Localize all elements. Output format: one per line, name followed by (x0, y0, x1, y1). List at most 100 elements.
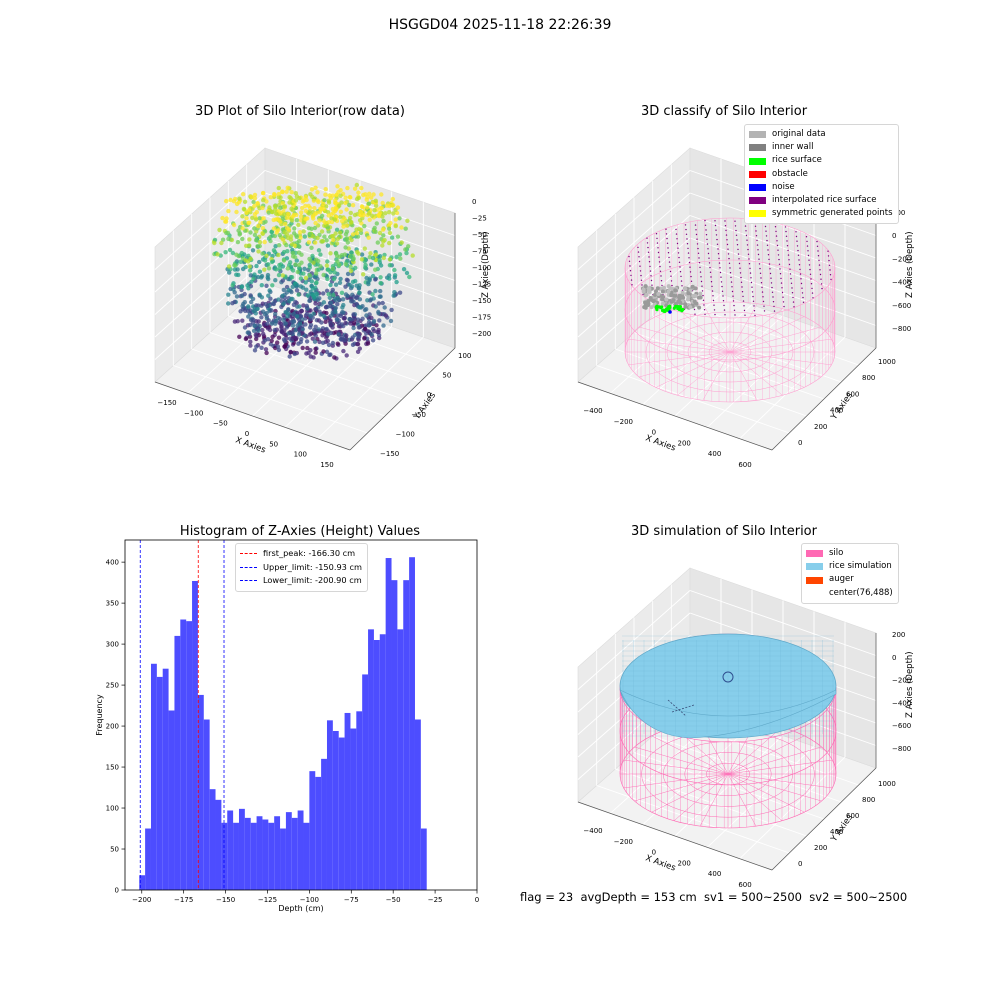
interp-point (665, 233, 668, 235)
raw-point (328, 269, 333, 275)
raw-point (290, 323, 296, 328)
simulation-3d-plot: −400−2000200400600020040060080010002000−… (577, 567, 915, 889)
interp-point (742, 300, 745, 302)
legend-swatch (749, 157, 766, 165)
interp-point (628, 255, 630, 258)
raw-point (353, 265, 358, 271)
raw-point (235, 239, 241, 245)
raw-point (350, 203, 356, 208)
raw-point (246, 304, 251, 309)
original-point (646, 301, 651, 306)
raw-point (318, 252, 323, 257)
raw-point (296, 239, 302, 244)
raw-point (237, 334, 242, 339)
interp-point (812, 297, 814, 299)
interp-point (704, 313, 706, 316)
interp-point (687, 247, 689, 250)
rice-surface-point (655, 308, 659, 312)
raw-point (330, 287, 335, 293)
interp-point (677, 247, 679, 249)
interp-point (770, 277, 772, 279)
classify-legend-item: rice surface (749, 154, 893, 167)
y-tick-label: 600 (846, 390, 859, 398)
raw-point (382, 237, 387, 243)
raw-point (321, 291, 326, 296)
y-tick-label: 200 (106, 723, 119, 731)
raw-point (340, 309, 345, 315)
raw-point (235, 267, 240, 272)
raw-point (240, 303, 245, 309)
z-tick-label: −600 (892, 302, 911, 310)
raw-point (275, 344, 281, 349)
interp-point (631, 284, 633, 286)
raw-point (291, 319, 296, 324)
legend-swatch (749, 170, 766, 178)
raw-point (312, 327, 317, 333)
raw-point (319, 320, 324, 325)
raw-point (259, 345, 264, 350)
raw-point (273, 311, 278, 317)
interp-point (754, 225, 757, 227)
interp-point (763, 310, 766, 312)
raw-point (343, 262, 348, 267)
interp-point (709, 271, 712, 273)
raw-point (277, 243, 282, 248)
raw-point (300, 330, 305, 335)
interp-point (777, 249, 779, 251)
interp-point (707, 248, 709, 250)
z-tick-label: −125 (472, 281, 491, 289)
figure-title: HSGGD04 2025-11-18 22:26:39 (388, 17, 612, 33)
interp-point (680, 275, 682, 278)
interp-point (827, 255, 830, 257)
raw-point (313, 306, 319, 312)
raw-point (264, 253, 269, 258)
raw-point (311, 311, 316, 316)
raw-point (266, 293, 271, 298)
raw-point (282, 230, 288, 235)
y-tick-label: 250 (106, 682, 119, 690)
original-point (664, 297, 669, 302)
interp-point (769, 268, 771, 270)
histogram-bar (215, 799, 222, 890)
raw-point (398, 256, 403, 261)
rice-surface-point (660, 308, 665, 313)
raw-point (355, 317, 361, 322)
raw-point (390, 196, 395, 202)
interp-point (705, 229, 707, 231)
interp-point (650, 279, 653, 282)
raw-point (281, 287, 286, 293)
raw-point (266, 210, 271, 215)
interp-point (675, 233, 678, 235)
raw-point (369, 262, 374, 267)
interp-point (755, 235, 758, 237)
interp-point (716, 243, 719, 245)
interp-point (753, 305, 755, 307)
interp-point (696, 243, 699, 245)
raw-point (327, 352, 332, 358)
interp-point (646, 242, 649, 244)
interp-point (701, 290, 704, 292)
raw-point (255, 201, 260, 206)
raw-point (285, 185, 290, 190)
interp-point (650, 275, 652, 277)
raw-point (328, 304, 333, 309)
raw-point (307, 273, 312, 278)
interp-point (736, 239, 738, 241)
raw-point (324, 349, 330, 354)
interp-point (640, 274, 642, 277)
interp-point (745, 234, 748, 237)
interp-point (726, 243, 729, 246)
raw-point (313, 220, 318, 226)
raw-point (292, 231, 297, 236)
raw-point (257, 269, 263, 274)
raw-point (272, 191, 277, 197)
interp-point (658, 256, 660, 258)
raw-point (294, 288, 300, 293)
interp-point (638, 256, 640, 258)
interp-point (766, 239, 768, 242)
raw-point (224, 198, 229, 204)
interp-point (748, 258, 750, 260)
x-axis-label: X Axies (644, 433, 677, 453)
raw-point (366, 235, 371, 240)
raw-point (390, 235, 395, 240)
